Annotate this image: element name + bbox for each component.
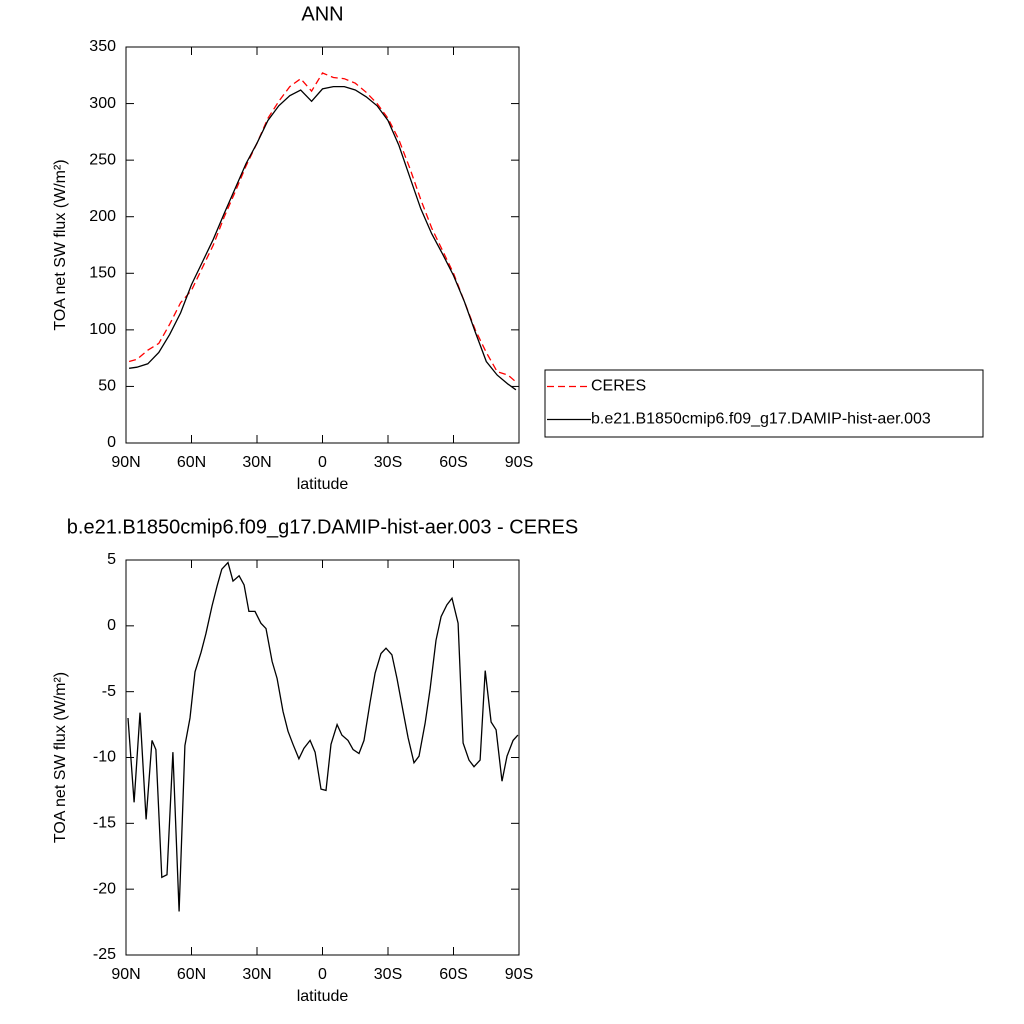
plot-frame: [125, 46, 520, 444]
x-tick-label: 90N: [111, 454, 140, 471]
data-line: [127, 561, 519, 912]
y-tick-label: 350: [89, 38, 116, 55]
y-tick-label: 200: [89, 208, 116, 225]
legend-box: [544, 369, 984, 438]
x-tick-label: 0: [318, 966, 327, 983]
x-tick-label: 30S: [374, 454, 402, 471]
y-tick-label: 50: [98, 378, 116, 395]
y-tick-label: -25: [93, 946, 116, 963]
x-tick-label: 60N: [177, 966, 206, 983]
x-tick-label: 60S: [439, 966, 467, 983]
x-axis-label: latitude: [297, 476, 349, 493]
chart-title: ANN: [301, 3, 343, 25]
x-tick-label: 90S: [505, 966, 533, 983]
x-tick-label: 90S: [505, 454, 533, 471]
y-tick-label: 300: [89, 95, 116, 112]
y-tick-label: -5: [102, 683, 116, 700]
chart-title: b.e21.B1850cmip6.f09_g17.DAMIP-hist-aer.…: [67, 516, 578, 538]
y-tick-label: 150: [89, 265, 116, 282]
legend-label: CERES: [591, 378, 646, 395]
y-tick-label: 0: [107, 434, 116, 451]
x-tick-label: 30N: [242, 966, 271, 983]
x-tick-label: 60S: [439, 454, 467, 471]
y-tick-label: -10: [93, 749, 116, 766]
data-line: [128, 72, 517, 383]
y-tick-label: 0: [107, 617, 116, 634]
y-tick-label: -15: [93, 815, 116, 832]
y-tick-label: 100: [89, 321, 116, 338]
x-tick-label: 0: [318, 454, 327, 471]
x-tick-label: 90N: [111, 966, 140, 983]
y-axis-label: TOA net SW flux (W/m²): [52, 672, 69, 843]
legend-label: b.e21.B1850cmip6.f09_g17.DAMIP-hist-aer.…: [591, 411, 931, 428]
x-tick-label: 30N: [242, 454, 271, 471]
x-axis-label: latitude: [297, 988, 349, 1005]
y-tick-label: 5: [107, 551, 116, 568]
x-tick-label: 60N: [177, 454, 206, 471]
y-axis-label: TOA net SW flux (W/m²): [52, 159, 69, 330]
data-line: [129, 85, 517, 391]
y-tick-label: 250: [89, 151, 116, 168]
x-tick-label: 30S: [374, 966, 402, 983]
y-tick-label: -20: [93, 880, 116, 897]
